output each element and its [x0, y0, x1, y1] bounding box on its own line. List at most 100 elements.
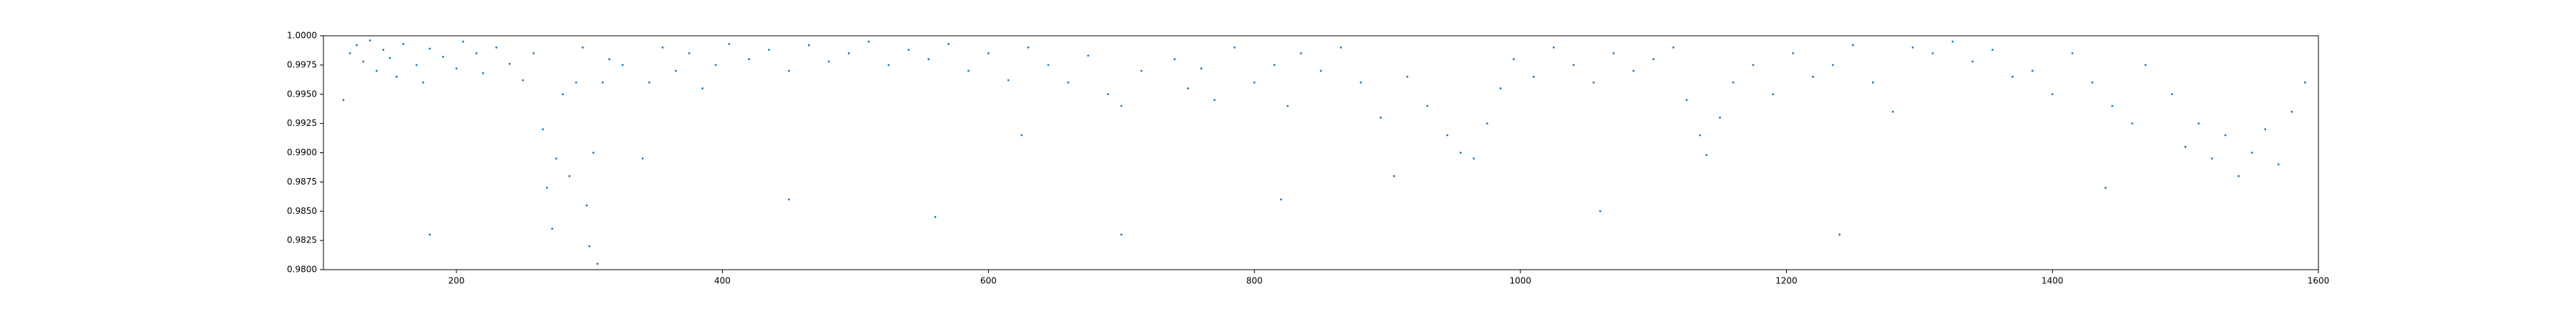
x-tick-label: 400	[714, 276, 731, 286]
point	[648, 82, 650, 84]
point	[1446, 134, 1448, 137]
point	[1426, 104, 1429, 107]
point	[596, 263, 599, 265]
point	[342, 99, 345, 102]
point	[1838, 233, 1841, 236]
point	[1592, 82, 1595, 84]
point	[601, 82, 604, 84]
point	[2184, 145, 2187, 148]
point	[641, 157, 644, 160]
y-tick-label: 0.9925	[287, 118, 317, 128]
point	[1812, 75, 1815, 78]
y-tick-label: 0.9825	[287, 235, 317, 245]
point	[356, 44, 358, 46]
point	[508, 62, 511, 65]
point	[1174, 58, 1176, 61]
point	[545, 187, 548, 189]
point	[1612, 52, 1615, 54]
point	[1120, 104, 1123, 107]
point	[369, 39, 371, 41]
x-tick-label: 1600	[2308, 276, 2330, 286]
point	[1233, 46, 1236, 49]
point	[675, 69, 677, 72]
point	[522, 79, 525, 82]
point	[1360, 82, 1362, 84]
point	[2071, 52, 2074, 54]
point	[562, 93, 564, 96]
point	[2051, 93, 2054, 96]
point	[1685, 99, 1688, 102]
point	[592, 152, 595, 154]
y-tick-label: 0.9800	[287, 265, 317, 275]
x-tick-label: 1200	[1775, 276, 1797, 286]
point	[1652, 58, 1655, 61]
point	[1392, 175, 1395, 177]
point	[1287, 104, 1289, 107]
point	[1140, 69, 1143, 72]
point	[2277, 163, 2280, 166]
point	[2131, 122, 2134, 125]
point	[2144, 64, 2147, 67]
point	[441, 56, 444, 58]
point	[701, 87, 704, 89]
point	[1020, 134, 1023, 137]
point	[2091, 82, 2094, 84]
point	[422, 82, 424, 84]
y-tick-label: 0.9900	[287, 147, 317, 157]
x-tick-label: 800	[1246, 276, 1263, 286]
point	[768, 49, 771, 52]
point	[608, 58, 611, 61]
point	[1340, 46, 1342, 49]
point	[382, 49, 385, 52]
point	[2238, 175, 2240, 177]
point	[927, 58, 930, 61]
point	[1632, 69, 1635, 72]
point	[621, 64, 624, 67]
point	[532, 52, 535, 54]
point	[748, 58, 751, 61]
point	[1792, 52, 1795, 54]
point	[1473, 157, 1475, 160]
x-tick-label: 200	[448, 276, 464, 286]
point	[867, 40, 870, 43]
point	[1087, 54, 1090, 57]
point	[1067, 82, 1070, 84]
point	[1832, 64, 1834, 67]
point	[1253, 82, 1256, 84]
point	[2304, 82, 2306, 84]
point	[2224, 134, 2227, 137]
point	[1319, 69, 1322, 72]
point	[1911, 46, 1914, 49]
point	[788, 69, 790, 72]
point	[348, 52, 351, 54]
point	[887, 64, 890, 67]
point	[375, 69, 378, 72]
x-tick-label: 1400	[2041, 276, 2064, 286]
point	[415, 64, 418, 67]
point	[967, 69, 970, 72]
point	[1380, 117, 1382, 119]
point	[1572, 64, 1575, 67]
point	[987, 52, 990, 54]
point	[1871, 82, 1874, 84]
point	[1459, 152, 1462, 154]
point	[551, 227, 554, 230]
point	[362, 60, 365, 63]
point	[1852, 44, 1854, 46]
point	[1279, 198, 1282, 201]
point	[475, 52, 478, 54]
y-tick-label: 0.9850	[287, 206, 317, 216]
point	[1951, 40, 1954, 43]
point	[1931, 52, 1934, 54]
point	[1007, 79, 1010, 82]
point	[1532, 75, 1535, 78]
point	[389, 57, 391, 59]
point	[429, 233, 431, 236]
point	[1499, 87, 1502, 89]
point	[395, 75, 398, 78]
point	[1732, 82, 1735, 84]
point	[1107, 93, 1110, 96]
point	[1027, 46, 1030, 49]
